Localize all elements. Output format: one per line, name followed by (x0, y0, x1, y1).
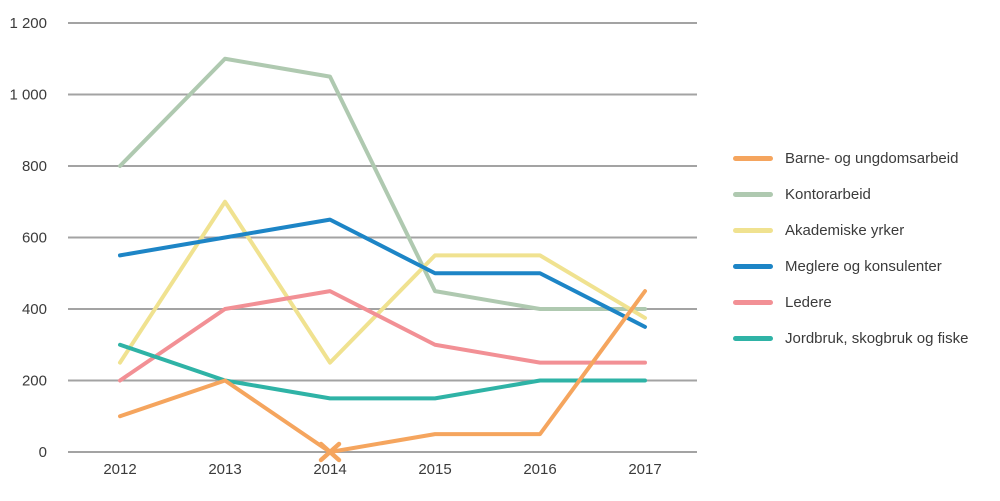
legend-swatch-icon (733, 155, 773, 161)
legend-swatch-icon (733, 263, 773, 269)
legend-item-meglere-og-konsulenter[interactable]: Meglere og konsulenter (733, 248, 968, 284)
legend-label: Meglere og konsulenter (785, 257, 942, 275)
series-line-barne-og-ungdomsarbeid[interactable] (118, 289, 647, 454)
x-tick-label-2013: 2013 (208, 461, 241, 478)
y-tick-label-1000: 1 000 (9, 87, 47, 104)
legend-item-akademiske-yrker[interactable]: Akademiske yrker (733, 212, 968, 248)
x-tick-label-2016: 2016 (523, 461, 556, 478)
x-tick-label-2012: 2012 (103, 461, 136, 478)
x-marker-stroke (318, 441, 342, 463)
series-line-ledere[interactable] (118, 289, 647, 383)
x-tick-label-2015: 2015 (418, 461, 451, 478)
legend-swatch-icon (733, 299, 773, 305)
y-tick-label-400: 400 (22, 301, 47, 318)
legend-swatch-icon (733, 335, 773, 341)
y-tick-label-800: 800 (22, 158, 47, 175)
legend-label: Jordbruk, skogbruk og fiske (785, 329, 969, 347)
legend-swatch-icon (733, 191, 773, 197)
gridlines (68, 22, 697, 453)
y-tick-label-200: 200 (22, 373, 47, 390)
chart-legend: Barne- og ungdomsarbeid Kontorarbeid Akade… (733, 140, 968, 356)
y-tick-label-1200: 1 200 (9, 15, 47, 32)
series-line-akademiske-yrker[interactable] (118, 199, 647, 365)
legend-item-barne-og-ungdomsarbeid[interactable]: Barne- og ungdomsarbeid (733, 140, 968, 176)
data-point-markers (318, 441, 342, 463)
legend-label: Akademiske yrker (785, 221, 905, 239)
legend-swatch-icon (733, 227, 773, 233)
series-line-kontorarbeid[interactable] (118, 56, 647, 311)
x-axis-labels: 2012 2013 2014 2015 2016 2017 (103, 461, 661, 478)
y-axis-labels: 0 200 400 600 800 1 000 1 200 (9, 15, 47, 461)
legend-label: Ledere (785, 293, 832, 311)
y-tick-label-0: 0 (39, 444, 47, 461)
x-tick-label-2017: 2017 (628, 461, 661, 478)
legend-item-jordbruk-skogbruk-og-fiske[interactable]: Jordbruk, skogbruk og fiske (733, 320, 968, 356)
legend-item-ledere[interactable]: Ledere (733, 284, 968, 320)
x-tick-label-2014: 2014 (313, 461, 346, 478)
series-line-jordbruk-skogbruk-og-fiske[interactable] (118, 342, 647, 401)
marker-x-barne-og-ungdomsarbeid-2014[interactable] (318, 441, 342, 463)
series-lines (118, 56, 647, 454)
legend-label: Kontorarbeid (785, 185, 871, 203)
y-tick-label-600: 600 (22, 230, 47, 247)
legend-item-kontorarbeid[interactable]: Kontorarbeid (733, 176, 968, 212)
legend-label: Barne- og ungdomsarbeid (785, 149, 959, 167)
series-line-meglere-og-konsulenter[interactable] (118, 217, 647, 329)
